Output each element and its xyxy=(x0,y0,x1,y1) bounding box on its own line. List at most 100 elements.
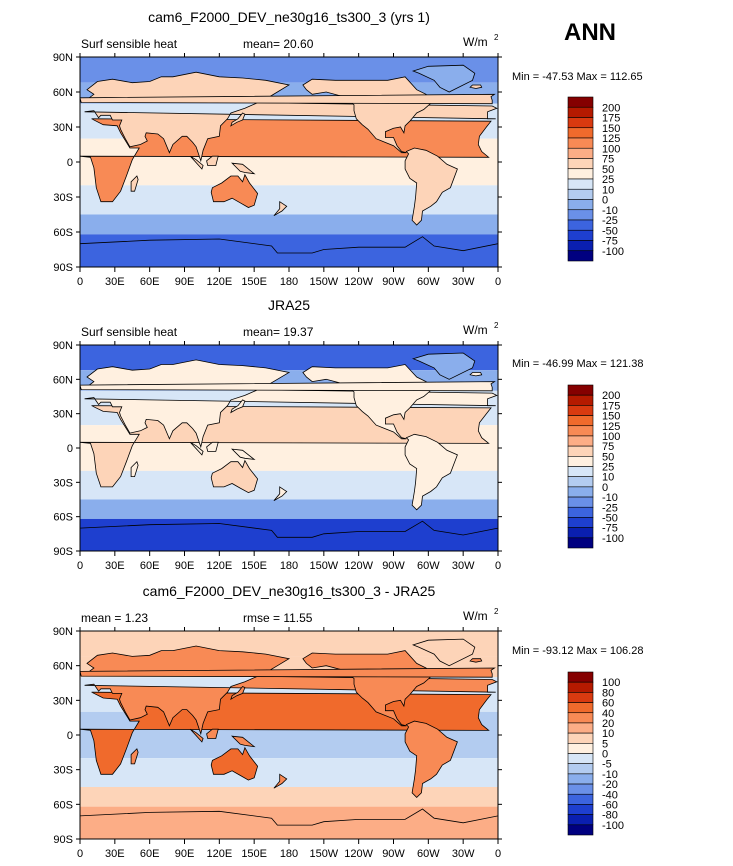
colorbar-box xyxy=(567,814,594,826)
colorbar-label: 200 xyxy=(602,390,620,402)
colorbar-box xyxy=(567,137,594,149)
y-tick-label: 0 xyxy=(67,157,73,169)
x-tick-label: 30W xyxy=(452,276,475,288)
x-tick-label: 30W xyxy=(452,560,475,572)
colorbar-label: 100 xyxy=(602,431,620,443)
colorbar-label: 75 xyxy=(602,154,614,166)
x-tick-label: 90E xyxy=(175,560,195,572)
panel-2: JRA25 Surf sensible heat mean= 19.37 W/m 2 Mi… xyxy=(53,297,644,572)
colorbar-label: 125 xyxy=(602,421,620,433)
season-label: ANN xyxy=(564,19,616,46)
colorbar-label: 20 xyxy=(602,718,614,730)
colorbar-box xyxy=(567,384,594,396)
continent-greenland xyxy=(411,352,476,380)
colorbar-label: -75 xyxy=(602,236,618,248)
colorbar-box xyxy=(567,158,594,170)
units-label: W/m xyxy=(463,323,488,337)
continent-antarctica xyxy=(80,236,498,267)
colorbar-box xyxy=(567,199,594,211)
colorbar-label: 200 xyxy=(602,102,620,114)
colorbar-label: 0 xyxy=(602,482,608,494)
x-tick-label: 180 xyxy=(280,276,298,288)
continent-iceland xyxy=(469,372,483,377)
colorbar-label: 10 xyxy=(602,184,614,196)
continent-new_zealand xyxy=(273,773,288,789)
y-tick-label: 90N xyxy=(53,340,73,352)
colorbar-box xyxy=(567,466,594,477)
colorbar-box xyxy=(567,681,594,693)
center-label: mean= 20.60 xyxy=(243,37,314,51)
colorbar-box xyxy=(567,527,594,539)
continent-borneo xyxy=(206,155,219,166)
colorbar-label: -25 xyxy=(602,215,618,227)
continent-eurasia xyxy=(84,359,498,449)
continent-japan xyxy=(230,686,246,701)
x-tick-label: 120W xyxy=(344,276,373,288)
colorbar-box xyxy=(567,783,594,795)
field-band xyxy=(80,214,498,235)
x-tick-label: 0 xyxy=(495,276,501,288)
colorbar-label: -5 xyxy=(602,759,612,771)
continent-indonesia xyxy=(190,155,204,170)
x-tick-label: 150W xyxy=(309,848,338,860)
map-field xyxy=(80,57,498,267)
y-tick-label: 60N xyxy=(53,374,73,386)
colorbar-box xyxy=(567,127,594,139)
x-tick-label: 30W xyxy=(452,848,475,860)
continent-australia xyxy=(210,746,259,781)
continent-new_guinea xyxy=(231,735,256,748)
colorbar-label: -80 xyxy=(602,810,618,822)
x-tick-label: 150W xyxy=(309,560,338,572)
x-tick-label: 120W xyxy=(344,848,373,860)
continent-greenland xyxy=(412,64,476,93)
left-label: mean = 1.23 xyxy=(81,611,148,625)
x-tick-label: 60W xyxy=(417,848,440,860)
continent-antarctica xyxy=(80,520,498,551)
colorbar-box xyxy=(567,824,594,836)
y-tick-label: 60S xyxy=(53,227,73,239)
x-tick-label: 60W xyxy=(417,276,440,288)
continent-s_america xyxy=(404,433,458,511)
colorbar-box xyxy=(567,496,594,508)
colorbar-label: -60 xyxy=(602,799,618,811)
continent-australia xyxy=(210,173,259,208)
colorbar-label: -100 xyxy=(602,820,624,832)
x-tick-label: 150E xyxy=(241,276,267,288)
x-tick-label: 90E xyxy=(175,848,195,860)
continent-madagascar xyxy=(130,460,139,478)
panel-title: JRA25 xyxy=(268,297,310,313)
colorbar-label: -100 xyxy=(602,533,624,545)
continent-britain xyxy=(80,667,496,678)
x-tick-label: 0 xyxy=(77,276,83,288)
colorbar-label: -50 xyxy=(602,225,618,237)
y-tick-label: 30S xyxy=(53,765,73,777)
colorbar-box xyxy=(567,692,594,703)
continent-greenland xyxy=(412,638,476,667)
y-tick-label: 90N xyxy=(53,52,73,64)
center-label: rmse = 11.55 xyxy=(243,611,313,625)
units-exponent: 2 xyxy=(494,33,499,42)
continent-madagascar xyxy=(130,175,139,192)
colorbar-label: 5 xyxy=(602,738,608,750)
colorbar-box xyxy=(567,209,594,221)
colorbar-label: -50 xyxy=(602,512,618,524)
continent-britain xyxy=(80,93,496,105)
y-tick-label: 0 xyxy=(67,730,73,742)
colorbar-label: 10 xyxy=(602,472,614,484)
colorbar-box xyxy=(567,250,594,262)
colorbar-box xyxy=(567,219,594,231)
colorbar-label: 0 xyxy=(602,749,608,761)
colorbar-label: -25 xyxy=(602,502,618,514)
continent-s_america xyxy=(404,720,458,798)
x-tick-label: 120E xyxy=(206,560,232,572)
x-tick-label: 30E xyxy=(105,848,125,860)
y-tick-label: 30N xyxy=(53,122,73,134)
y-tick-label: 60S xyxy=(53,512,73,524)
x-tick-label: 90W xyxy=(382,848,405,860)
x-tick-label: 30E xyxy=(105,276,125,288)
units-exponent: 2 xyxy=(494,607,499,616)
x-tick-label: 90W xyxy=(382,276,405,288)
x-tick-label: 60E xyxy=(140,276,160,288)
